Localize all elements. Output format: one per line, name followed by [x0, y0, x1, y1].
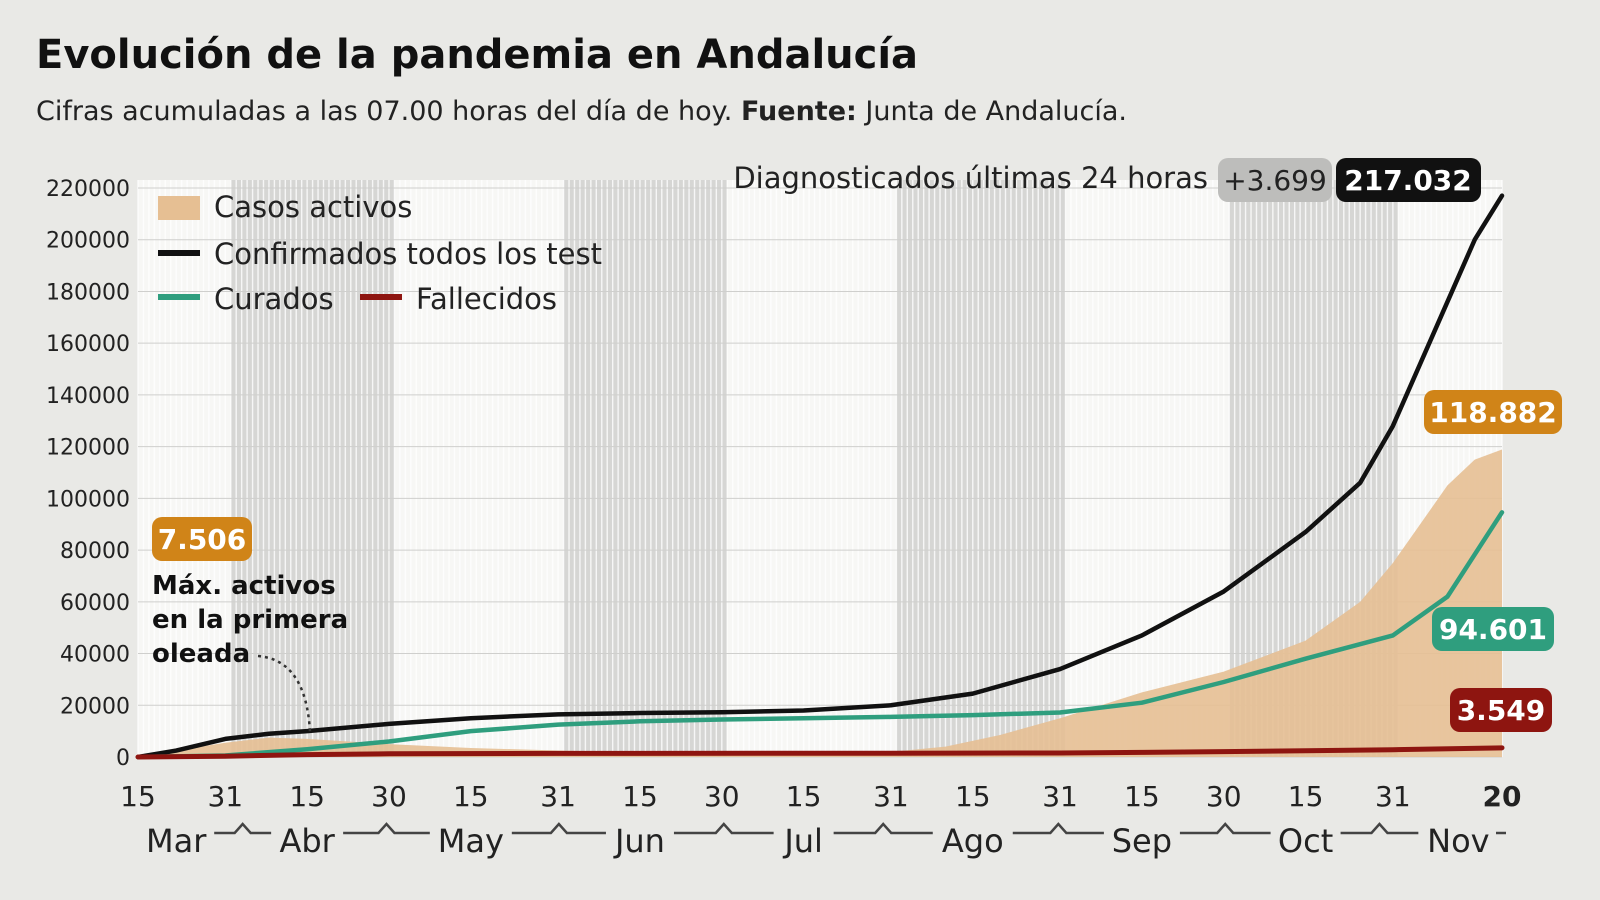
diagnosticados-label: Diagnosticados últimas 24 horas [733, 161, 1208, 195]
y-tick-label: 20000 [60, 694, 130, 719]
month-label-nov: Nov [1427, 822, 1489, 860]
x-tick-label: 15 [1288, 780, 1324, 813]
month-label-may: May [438, 822, 504, 860]
x-tick-label: 31 [540, 780, 576, 813]
y-tick-label: 40000 [60, 643, 130, 668]
x-tick-label: 30 [371, 780, 407, 813]
x-tick-label: 15 [453, 780, 489, 813]
month-bracket [1179, 822, 1271, 835]
confirmados-total-tag [1336, 158, 1481, 202]
y-tick-label: 60000 [60, 591, 130, 616]
curados-total-tag [1432, 607, 1554, 651]
max-activos-note-2: en la primera [152, 605, 348, 635]
line-fallecidos [135, 745, 1505, 760]
month-bracket [673, 822, 774, 835]
x-tick-label: 20 [1483, 780, 1522, 813]
band-ago [896, 180, 1066, 757]
fallecidos-total-value: 3.549 [1457, 694, 1546, 727]
x-tick-label: 31 [1042, 780, 1078, 813]
x-tick-label: 15 [120, 780, 156, 813]
x-tick-label: 15 [1124, 780, 1160, 813]
confirmados-total-value: 217.032 [1344, 164, 1472, 197]
y-tick-label: 220000 [46, 177, 130, 202]
x-tick-label: 15 [289, 780, 325, 813]
legend-label-confirmados: Confirmados todos los test [214, 237, 602, 271]
y-tick-label: 180000 [46, 280, 130, 305]
y-tick-label: 0 [116, 746, 130, 771]
fallecidos-total-tag [1450, 688, 1552, 732]
month-bracket [833, 822, 933, 835]
activos-total-value: 118.882 [1429, 396, 1557, 429]
month-bracket [214, 822, 272, 835]
x-tick-label: 30 [1206, 780, 1242, 813]
curados-total-value: 94.601 [1439, 613, 1547, 646]
x-tick-label: 15 [786, 780, 822, 813]
month-bracket [1340, 822, 1419, 835]
month-label-abr: Abr [279, 822, 335, 860]
y-tick-label: 100000 [46, 487, 130, 512]
x-tick-label: 30 [704, 780, 740, 813]
daily-grid [137, 180, 1503, 757]
x-tick-label: 31 [873, 780, 909, 813]
legend-label-fallecidos: Fallecidos [416, 282, 557, 316]
y-tick-label: 80000 [60, 539, 130, 564]
month-label-jul: Jul [782, 822, 823, 860]
line-curados [135, 510, 1505, 760]
month-label-oct: Oct [1278, 822, 1333, 860]
month-label-ago: Ago [942, 822, 1004, 860]
month-bracket [343, 822, 430, 835]
diag-delta-value: +3.699 [1223, 164, 1327, 197]
annotation-leader [257, 654, 312, 733]
y-axis: 0 20000 40000 60000 80000 100000 120000 140000 1… [46, 177, 130, 771]
page-title: Evolución de la pandemia en Andalucía [36, 32, 918, 78]
legend-label-curados: Curados [214, 282, 334, 316]
area-casos-activos [138, 449, 1502, 757]
y-tick-label: 200000 [46, 229, 130, 254]
y-tick-label: 140000 [46, 384, 130, 409]
x-tick-label: 15 [622, 780, 658, 813]
month-bracket [1012, 822, 1104, 835]
diag-delta-tag [1218, 158, 1332, 202]
month-label-mar: Mar [146, 822, 207, 860]
legend-swatch-casos-activos [158, 196, 200, 220]
legend: Casos activos Confirmados todos los test… [158, 190, 602, 316]
activos-total-tag [1424, 390, 1562, 434]
x-axis: 15 31 15 30 15 31 15 30 15 31 15 31 15 30 15 31 20 Mar Abr… [120, 780, 1521, 860]
x-tick-label: 31 [207, 780, 243, 813]
max-activos-note-1: Máx. activos [152, 571, 336, 601]
month-bracket [511, 822, 606, 835]
max-activos-tag [152, 517, 252, 561]
max-activos-value: 7.506 [158, 523, 247, 556]
x-tick-label: 15 [955, 780, 991, 813]
series [135, 193, 1505, 760]
y-tick-label: 120000 [46, 436, 130, 461]
month-label-jun: Jun [613, 822, 665, 860]
x-tick-label: 31 [1375, 780, 1411, 813]
month-label-sep: Sep [1112, 822, 1172, 860]
subtitle: Cifras acumuladas a las 07.00 horas del … [36, 96, 1127, 127]
line-confirmados-todos-los-test [135, 193, 1505, 760]
legend-label-casos-activos: Casos activos [214, 190, 412, 224]
y-tick-label: 160000 [46, 332, 130, 357]
max-activos-note-3: oleada [152, 639, 250, 669]
